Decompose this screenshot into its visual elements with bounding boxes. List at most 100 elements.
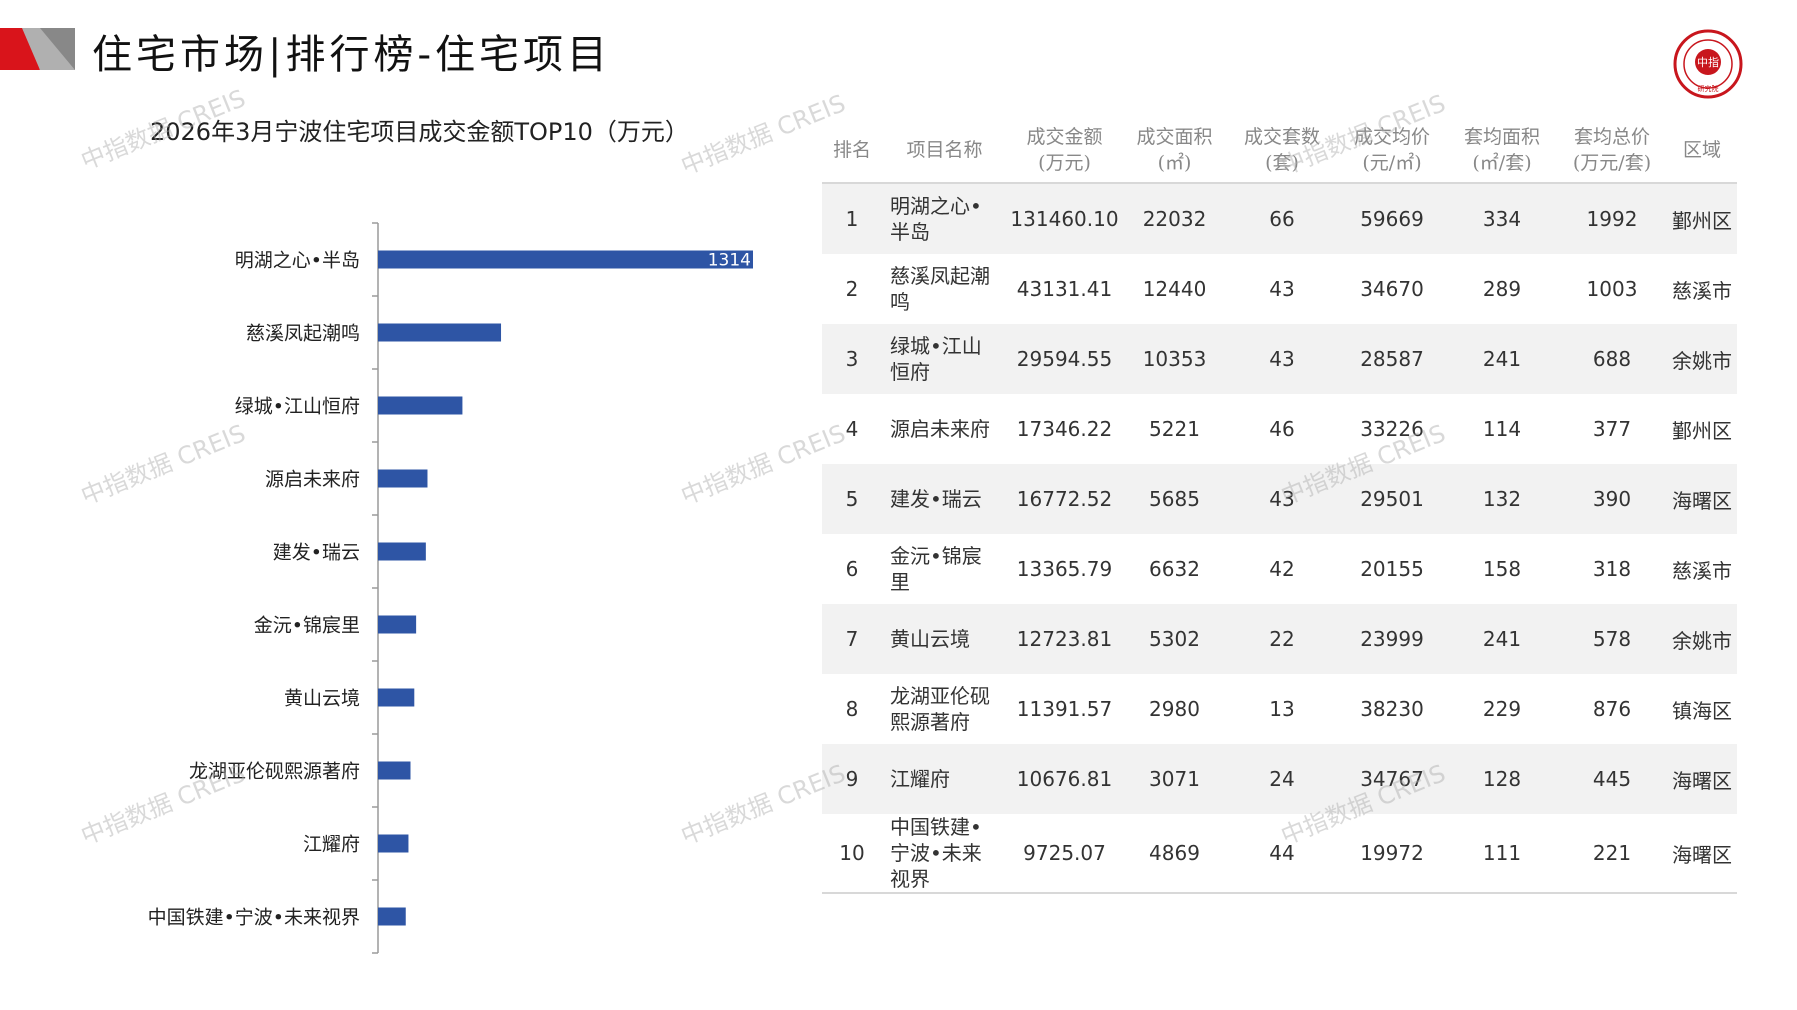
bar [378,615,417,634]
cell-avg-price: 33226 [1360,417,1424,441]
cell-avg-price: 28587 [1337,324,1447,394]
table-row: 4 源启未来府 17346.22 5221 46 33226 114 377 鄞州区 [822,394,1737,464]
bar [378,761,411,780]
category-label: 明湖之心•半岛 [235,250,360,272]
cell-units: 22 [1227,604,1337,674]
cell-units: 44 [1227,814,1337,894]
table-row: 7 黄山云境 12723.81 5302 22 23999 241 578 余姚市 [822,604,1737,674]
column-header: 排名 [822,118,882,184]
bar-chart: 明湖之心•半岛 1314 慈溪凤起潮鸣绿城•江山恒府源启未来府建发•瑞云金沅•锦宸里… [148,222,753,954]
cell-avg-total: 876 [1592,697,1632,721]
bar [378,907,406,926]
cell-units: 43 [1227,324,1337,394]
cell-avg-total: 445 [1557,744,1667,814]
cell-project-name: 建发•瑞云 [882,464,1007,534]
column-header: 成交金额 (万元) [1007,118,1122,184]
cell-rank: 4 [845,417,859,441]
cell-project-name: 中国铁建• 宁波•未来 视界 [882,814,1007,894]
column-header: 区域 [1667,118,1737,184]
cell-area: 4869 [1122,814,1227,894]
bar [378,688,415,707]
cell-region: 余姚市 [1667,324,1737,394]
cell-amount: 131460.10 [1007,183,1122,254]
cell-area: 5685 [1122,464,1227,534]
cell-avg-area: 229 [1482,697,1522,721]
cell-units: 46 [1269,417,1295,441]
cell-units: 24 [1227,744,1337,814]
column-header: 套均面积 (㎡/套) [1447,118,1557,184]
cell-avg-area: 241 [1447,324,1557,394]
bar [378,542,426,561]
category-label: 江耀府 [303,834,360,856]
table-header-row: 排名 项目名称 成交金额 (万元) 成交面积 (㎡) 成交套数 (套) 成交均价 (元/㎡) 套均面… [822,118,1737,184]
bar [378,396,463,415]
cell-avg-area: 158 [1482,557,1522,581]
cell-area: 5302 [1122,604,1227,674]
cell-avg-total: 377 [1592,417,1632,441]
cell-amount: 16772.52 [1007,464,1122,534]
cell-units: 43 [1269,277,1295,301]
cell-rank: 2 [845,277,859,301]
cell-rank: 3 [822,324,882,394]
cell-rank: 1 [822,183,882,254]
cell-project-name: 源启未来府 [890,417,990,441]
ranking-table: 排名 项目名称 成交金额 (万元) 成交面积 (㎡) 成交套数 (套) 成交均价 (元/㎡) 套均面… [822,118,1737,894]
cell-amount: 11391.57 [1016,697,1113,721]
category-label: 慈溪凤起潮鸣 [246,323,360,345]
cell-project-name: 江耀府 [882,744,1007,814]
category-label: 黄山云境 [284,688,360,710]
cell-rank: 5 [822,464,882,534]
cell-region: 海曙区 [1667,814,1737,894]
cell-rank: 7 [822,604,882,674]
cell-area: 3071 [1122,744,1227,814]
bar [378,834,409,853]
cell-area: 10353 [1122,324,1227,394]
cell-avg-total: 578 [1557,604,1667,674]
table-row: 3 绿城•江山 恒府 29594.55 10353 43 28587 241 688 余姚市 [822,324,1737,394]
cell-amount: 12723.81 [1007,604,1122,674]
cell-units: 42 [1269,557,1295,581]
cell-rank: 9 [822,744,882,814]
category-label: 绿城•江山恒府 [235,396,360,418]
category-label: 源启未来府 [265,469,360,491]
cell-area: 6632 [1149,557,1200,581]
china-index-academy-seal-icon: 中指 研究院 [1673,29,1743,99]
cell-project-name: 明湖之心• 半岛 [882,183,1007,254]
cell-project-name: 黄山云境 [882,604,1007,674]
table-row: 5 建发•瑞云 16772.52 5685 43 29501 132 390 海曙区 [822,464,1737,534]
cell-avg-price: 38230 [1360,697,1424,721]
cell-avg-area: 289 [1482,277,1522,301]
cell-avg-total: 1992 [1557,183,1667,254]
cell-avg-area: 241 [1447,604,1557,674]
cell-region: 鄞州区 [1667,183,1737,254]
header-accent-shape [0,28,75,70]
cell-units: 13 [1269,697,1295,721]
cell-region: 慈溪市 [1672,558,1732,583]
table-row: 9 江耀府 10676.81 3071 24 34767 128 445 海曙区 [822,744,1737,814]
column-header: 套均总价 (万元/套) [1557,118,1667,184]
cell-area: 2980 [1149,697,1200,721]
cell-region: 鄞州区 [1672,418,1732,443]
category-label: 建发•瑞云 [273,542,360,564]
bar [378,469,428,488]
cell-region: 海曙区 [1667,464,1737,534]
data-label: 1314 [708,251,751,271]
bar [378,323,502,342]
cell-avg-price: 59669 [1337,183,1447,254]
column-header: 成交均价 (元/㎡) [1337,118,1447,184]
cell-project-name: 慈溪凤起潮鸣 [890,264,990,314]
cell-avg-price: 20155 [1360,557,1424,581]
cell-rank: 10 [822,814,882,894]
cell-avg-area: 111 [1447,814,1557,894]
cell-avg-total: 221 [1557,814,1667,894]
cell-amount: 13365.79 [1016,557,1113,581]
cell-region: 余姚市 [1667,604,1737,674]
category-label: 中国铁建•宁波•未来视界 [148,907,360,929]
bar [378,250,753,269]
cell-rank: 8 [845,697,859,721]
cell-area: 12440 [1142,277,1207,301]
cell-avg-total: 688 [1557,324,1667,394]
page-title: 住宅市场|排行榜-住宅项目 [92,32,611,78]
cell-avg-area: 114 [1482,417,1522,441]
cell-area: 22032 [1122,183,1227,254]
